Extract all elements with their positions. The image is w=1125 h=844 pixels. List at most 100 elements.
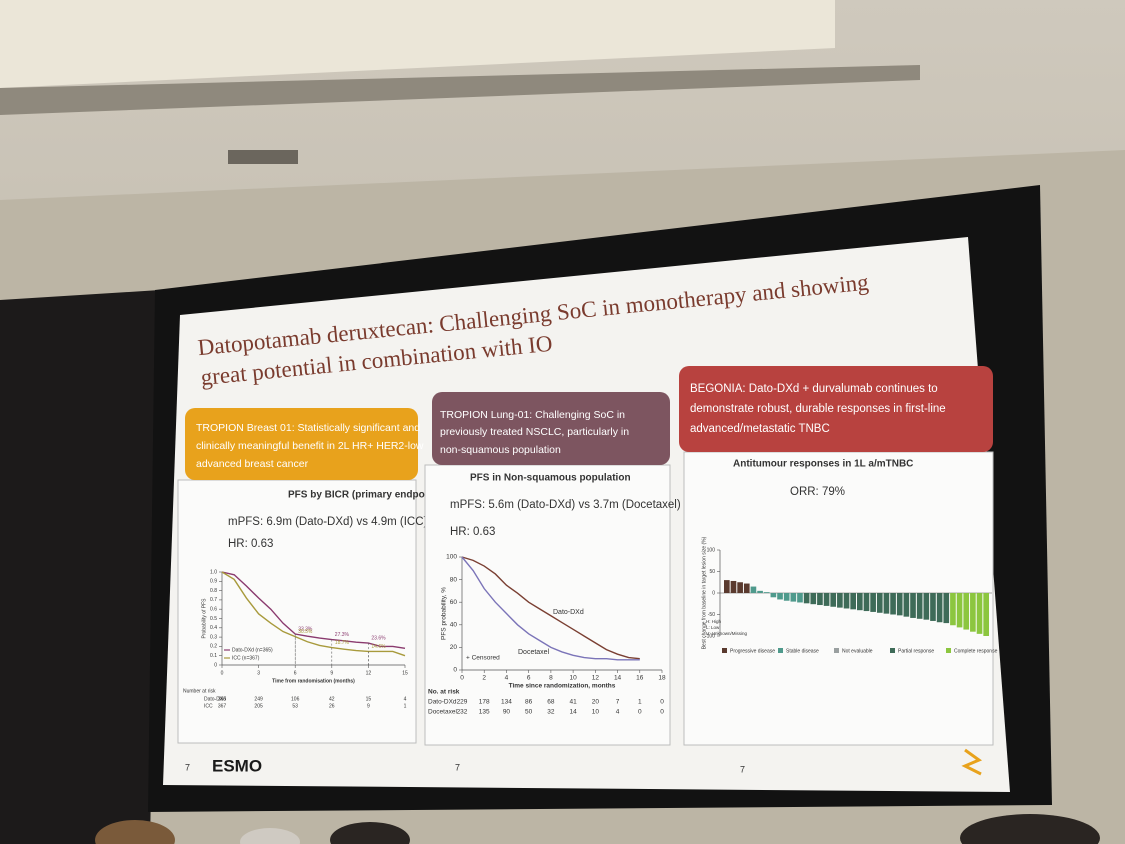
note: U: Unknown/Missing: [706, 631, 748, 636]
risk-value: 50: [525, 709, 533, 716]
risk-row-name: Dato-DXd: [428, 699, 457, 706]
landmark-label: 30.5%: [298, 629, 313, 635]
curtain: [0, 290, 160, 844]
risk-value: 0: [638, 709, 642, 716]
legend-swatch: [778, 648, 783, 653]
y-tick-label: 0.6: [210, 607, 217, 613]
panel-header-line: advanced breast cancer: [196, 458, 309, 470]
waterfall-bar: [823, 593, 830, 606]
risk-value: 135: [479, 709, 490, 716]
x-tick-label: 6: [294, 670, 297, 676]
legend-label: Complete response: [954, 648, 998, 654]
landmark-label: 33.3%: [298, 626, 313, 632]
company-logo: [961, 748, 983, 776]
waterfall-bar: [956, 593, 963, 628]
panel-header-line: BEGONIA: Dato-DXd + durvalumab continues…: [690, 383, 938, 395]
waterfall-bar: [763, 592, 770, 593]
landmark-label: 27.3%: [335, 632, 350, 638]
waterfall-bar: [730, 580, 737, 593]
waterfall-bar: [916, 593, 923, 619]
y-tick-label: 0: [214, 662, 217, 668]
risk-value: 15: [366, 696, 372, 702]
legend-label: Not evaluable: [842, 648, 873, 654]
waterfall-bar: [970, 593, 976, 632]
risk-value: 1: [638, 699, 642, 706]
risk-title: Number at risk: [183, 688, 216, 694]
x-tick-label: 14: [614, 675, 622, 682]
legend-swatch: [946, 648, 951, 653]
panel-body: [177, 479, 417, 744]
panel-body: [424, 464, 671, 746]
km-curve: [461, 556, 640, 660]
risk-value: 178: [479, 699, 490, 706]
waterfall-bar: [797, 593, 803, 603]
risk-value: 106: [291, 696, 300, 702]
panel-header-line: clinically meaningful benefit in 2L HR+ …: [196, 440, 424, 452]
risk-value: 205: [254, 703, 263, 709]
waterfall-bar: [936, 593, 943, 623]
waterfall-bar: [783, 593, 790, 601]
waterfall-bar: [930, 593, 936, 621]
waterfall-bar: [750, 586, 757, 593]
waterfall-bar: [737, 582, 743, 593]
waterfall-bar: [890, 593, 896, 615]
waterfall-bar: [724, 580, 730, 593]
y-tick-label: 20: [450, 644, 458, 651]
panel-text: mPFS: 6.9m (Dato-DXd) vs 4.9m (ICC): [228, 516, 428, 528]
x-tick-label: 12: [592, 675, 600, 682]
series-label: Docetaxel: [518, 649, 550, 656]
risk-value: 4: [616, 709, 620, 716]
risk-value: 68: [547, 699, 555, 706]
risk-value: 9: [367, 703, 370, 709]
x-tick-label: 18: [658, 675, 666, 682]
waterfall-bar: [850, 593, 857, 610]
y-tick-label: 0.2: [210, 644, 217, 650]
risk-value: 4: [404, 696, 407, 702]
panel-text: mPFS: 5.6m (Dato-DXd) vs 3.7m (Docetaxel…: [450, 499, 681, 511]
panel-header-line: non-squamous population: [440, 444, 561, 456]
y-tick-label: 40: [450, 622, 458, 629]
waterfall-bar: [950, 593, 956, 626]
y-axis-label: Probability of PFS: [201, 598, 207, 639]
waterfall-bar: [837, 593, 843, 608]
risk-value: 10: [592, 709, 600, 716]
landmark-label: 18.7%: [335, 640, 350, 646]
waterfall-bar: [883, 593, 890, 614]
risk-value: 365: [218, 696, 227, 702]
waterfall-bar: [803, 593, 810, 604]
panel-text: HR: 0.63: [228, 538, 273, 550]
waterfall-bar: [896, 593, 903, 616]
waterfall-bar: [843, 593, 850, 609]
panel-header-line: TROPION Breast 01: Statistically signifi…: [196, 422, 420, 434]
x-tick-label: 6: [527, 675, 531, 682]
waterfall-bar: [863, 593, 870, 612]
risk-value: 86: [525, 699, 533, 706]
risk-value: 14: [569, 709, 577, 716]
risk-value: 1: [404, 703, 407, 709]
y-tick-label: 0.5: [210, 616, 217, 622]
waterfall-bar: [876, 593, 883, 613]
panel-header-line: previously treated NSCLC, particularly i…: [440, 426, 629, 438]
y-tick-label: -100: [705, 633, 715, 639]
legend-swatch: [834, 648, 839, 653]
x-tick-label: 8: [549, 675, 553, 682]
risk-row-name: ICC: [204, 703, 213, 709]
panel-header-line: advanced/metastatic TNBC: [690, 423, 830, 435]
risk-value: 41: [569, 699, 577, 706]
risk-value: 7: [616, 699, 620, 706]
y-axis-label: PFS probability, %: [441, 587, 448, 640]
page-number: 7: [185, 762, 190, 772]
risk-value: 26: [329, 703, 335, 709]
censor-label: + Censored: [466, 655, 500, 662]
x-tick-label: 12: [366, 670, 372, 676]
y-tick-label: -50: [708, 612, 715, 618]
x-axis-label: Time since randomization, months: [509, 683, 616, 690]
y-tick-label: 1.0: [210, 569, 217, 575]
x-axis-label: Time from randomisation (months): [272, 678, 355, 684]
legend-label: ICC (n=367): [232, 655, 260, 661]
vent: [228, 150, 298, 164]
panel-header: [679, 366, 993, 452]
waterfall-bar: [903, 593, 910, 617]
